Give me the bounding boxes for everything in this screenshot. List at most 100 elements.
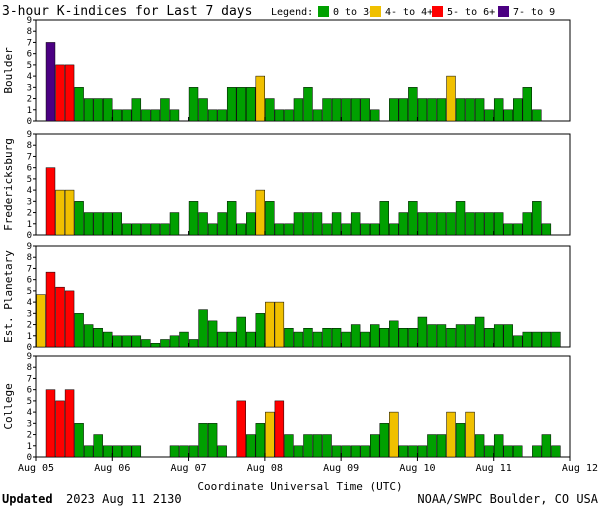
k-index-bar bbox=[541, 331, 552, 348]
k-index-bar bbox=[398, 98, 409, 122]
k-index-bar bbox=[541, 434, 552, 458]
k-index-bar bbox=[360, 331, 370, 348]
y-tick-label: 4 bbox=[27, 298, 32, 308]
k-index-bar bbox=[532, 445, 542, 458]
k-index-bar bbox=[408, 445, 418, 458]
k-index-bar bbox=[255, 189, 266, 236]
k-index-bar bbox=[131, 98, 142, 122]
k-index-bar bbox=[284, 434, 294, 458]
k-index-bar bbox=[408, 201, 418, 236]
k-index-bar bbox=[55, 400, 65, 458]
k-index-bar bbox=[207, 223, 218, 236]
legend-label: Legend: bbox=[271, 7, 313, 18]
k-index-bar bbox=[141, 339, 151, 348]
k-index-bar bbox=[408, 87, 418, 122]
k-index-bar bbox=[331, 445, 342, 458]
k-index-bar bbox=[83, 98, 94, 122]
k-index-bar bbox=[370, 324, 380, 348]
k-index-bar bbox=[455, 98, 466, 122]
k-index-bar bbox=[83, 445, 94, 458]
k-index-bar bbox=[484, 445, 494, 458]
k-index-bar bbox=[303, 434, 313, 458]
y-tick-label: 2 bbox=[27, 321, 32, 331]
k-index-bar bbox=[74, 87, 84, 122]
x-tick-label: Aug 10 bbox=[399, 463, 435, 474]
y-tick-label: 7 bbox=[27, 264, 32, 274]
k-index-bar bbox=[74, 313, 84, 348]
k-index-bar bbox=[217, 109, 227, 122]
k-index-bar bbox=[493, 434, 504, 458]
k-index-bar bbox=[255, 313, 266, 348]
k-index-bar bbox=[160, 339, 170, 348]
x-tick-label: Aug 09 bbox=[323, 463, 359, 474]
k-index-bar bbox=[74, 423, 84, 458]
k-index-bar bbox=[265, 411, 275, 458]
k-index-bar bbox=[112, 212, 122, 236]
k-index-bar bbox=[293, 331, 304, 348]
k-index-bar bbox=[350, 445, 361, 458]
station-label: Boulder bbox=[2, 47, 15, 94]
k-index-bar bbox=[179, 445, 189, 458]
k-index-bar bbox=[360, 98, 370, 122]
k-index-bar bbox=[360, 445, 370, 458]
k-index-bar bbox=[236, 223, 246, 236]
k-index-bar bbox=[398, 328, 409, 348]
k-index-bar bbox=[150, 223, 161, 236]
k-index-bar bbox=[427, 212, 437, 236]
k-index-bar bbox=[103, 212, 113, 236]
k-index-bar bbox=[198, 98, 208, 122]
k-index-bar bbox=[103, 98, 113, 122]
k-index-bar bbox=[312, 434, 323, 458]
k-index-bar bbox=[284, 109, 294, 122]
panel-frame bbox=[35, 355, 571, 458]
k-index-bar bbox=[446, 212, 456, 236]
x-axis-ticks: Aug 05 Aug 06 Aug 07 Aug 08 Aug 09 Aug 10 Aug … bbox=[18, 457, 598, 474]
x-tick-label: Aug 07 bbox=[171, 463, 207, 474]
k-index-bar bbox=[417, 316, 428, 348]
k-index-bar bbox=[427, 434, 437, 458]
k-index-bar bbox=[341, 445, 351, 458]
k-index-bar bbox=[532, 201, 542, 236]
k-index-bar bbox=[207, 423, 218, 458]
k-index-bar bbox=[503, 109, 513, 122]
k-index-bar bbox=[312, 212, 323, 236]
k-index-bar bbox=[112, 109, 122, 122]
chart-title: 3-hour K-indices for Last 7 days bbox=[2, 4, 252, 19]
legend-swatch bbox=[318, 6, 329, 17]
y-tick-label: 3 bbox=[27, 197, 32, 207]
y-tick-label: 5 bbox=[27, 175, 32, 185]
k-index-bar bbox=[265, 201, 275, 236]
k-index-bar bbox=[226, 201, 237, 236]
source-credit: NOAA/SWPC Boulder, CO USA bbox=[417, 492, 598, 506]
k-index-bar bbox=[389, 320, 399, 348]
y-tick-label: 9 bbox=[27, 352, 32, 362]
legend-swatch bbox=[370, 6, 381, 17]
k-index-bar bbox=[236, 400, 246, 458]
k-index-bar bbox=[370, 223, 380, 236]
k-index-bar bbox=[293, 212, 304, 236]
k-index-bar bbox=[188, 87, 199, 122]
k-index-bar bbox=[198, 212, 208, 236]
k-index-bar bbox=[141, 109, 151, 122]
x-tick-label: Aug 08 bbox=[247, 463, 283, 474]
k-index-bar bbox=[331, 212, 342, 236]
k-index-bar bbox=[455, 201, 466, 236]
y-tick-label: 9 bbox=[27, 16, 32, 26]
k-index-bar bbox=[513, 335, 523, 348]
k-index-bar bbox=[169, 109, 180, 122]
k-index-bar bbox=[64, 189, 75, 236]
station-label: Est. Planetary bbox=[2, 250, 15, 343]
y-tick-label: 5 bbox=[27, 287, 32, 297]
k-index-bar bbox=[246, 331, 256, 348]
k-index-bar bbox=[103, 331, 113, 348]
k-index-bar bbox=[427, 324, 437, 348]
k-index-bar bbox=[198, 309, 208, 348]
k-index-bar bbox=[64, 389, 75, 458]
k-index-bar bbox=[465, 411, 475, 458]
k-index-bar bbox=[207, 320, 218, 348]
y-tick-label: 1 bbox=[27, 332, 32, 342]
k-index-bar bbox=[122, 109, 132, 122]
k-index-bar bbox=[389, 411, 399, 458]
k-index-bar bbox=[150, 343, 161, 348]
